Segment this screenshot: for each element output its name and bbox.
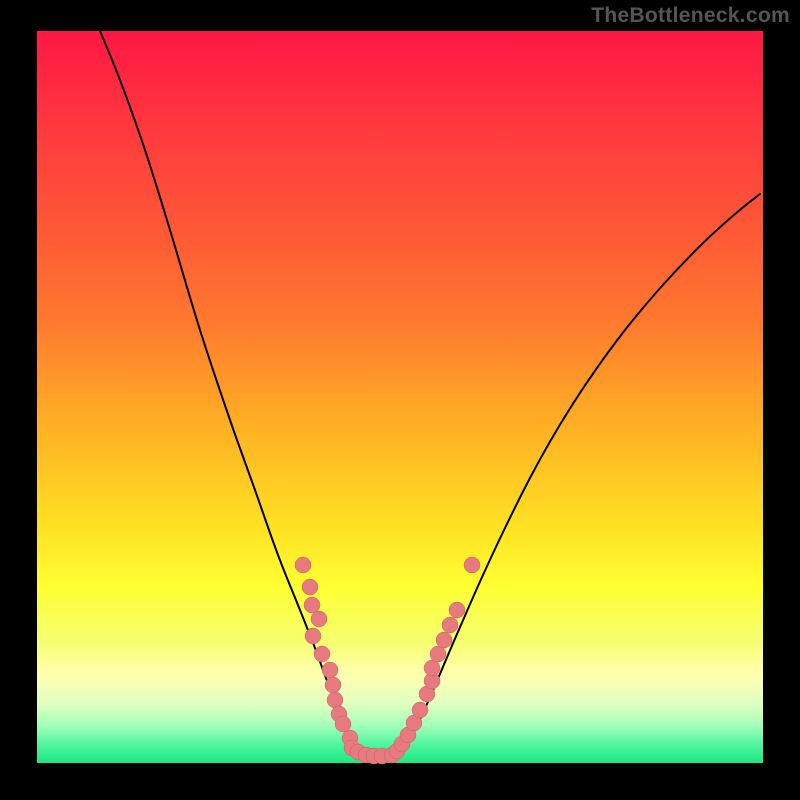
data-marker: [302, 579, 318, 595]
plot-background: [37, 31, 763, 763]
data-marker: [322, 662, 338, 678]
data-marker: [304, 597, 320, 613]
plot-area: [0, 0, 800, 800]
data-marker: [442, 617, 458, 633]
data-marker: [430, 646, 446, 662]
data-marker: [424, 660, 440, 676]
data-marker: [464, 557, 480, 573]
watermark-text: TheBottleneck.com: [591, 4, 790, 28]
data-marker: [335, 716, 351, 732]
data-marker: [314, 646, 330, 662]
data-marker: [327, 692, 343, 708]
data-marker: [436, 632, 452, 648]
data-marker: [305, 628, 321, 644]
data-marker: [449, 602, 465, 618]
chart-canvas: TheBottleneck.com: [0, 0, 800, 800]
data-marker: [325, 677, 341, 693]
data-marker: [412, 702, 428, 718]
data-marker: [295, 557, 311, 573]
data-marker: [311, 611, 327, 627]
